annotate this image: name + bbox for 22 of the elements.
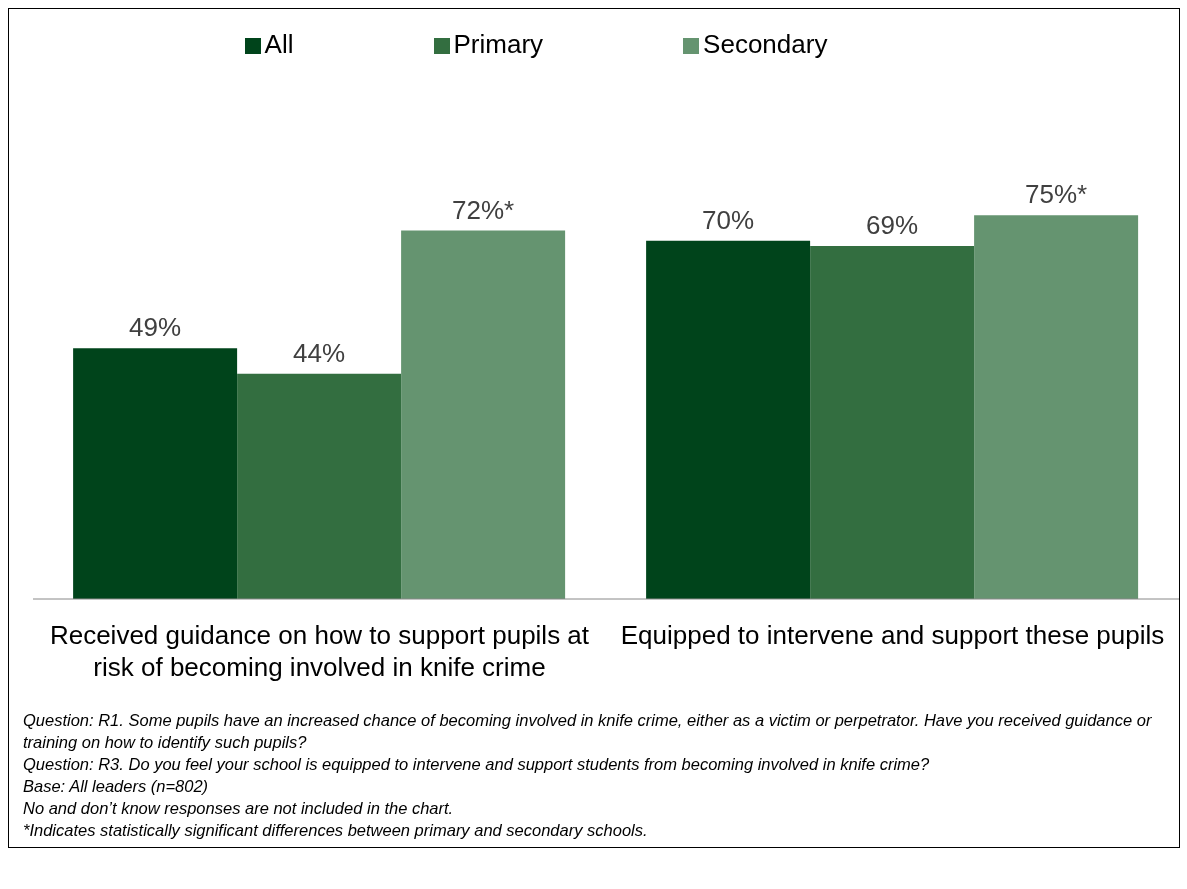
legend-label: All xyxy=(264,29,294,59)
text: No and don’t know responses are not included in the chart. xyxy=(23,798,455,819)
data-label: 49% xyxy=(129,312,182,343)
text: Question: R1. Some pupils have an increased chance of becoming involved in knife crime, either as a victim or perpetrator. Have you received guidance or training on how to identify such pupils? xyxy=(23,710,1153,753)
bar xyxy=(73,348,238,599)
bar xyxy=(810,245,975,599)
bar xyxy=(646,240,811,599)
data-label: 70% xyxy=(702,204,755,235)
bar xyxy=(401,230,566,599)
x-tick-label: Received guidance on how to support pupils at risk of becoming involved in knife crime xyxy=(48,619,591,683)
text: Question: R3. Do you feel your school is equipped to intervene and support students from becoming involved in knife crime? xyxy=(23,754,931,775)
text: *Indicates statistically significant differences between primary and secondary schools. xyxy=(23,820,649,841)
text: Base: All leaders (n=802) xyxy=(23,776,210,797)
bar xyxy=(974,215,1139,599)
data-label: 44% xyxy=(293,337,346,368)
bar xyxy=(237,373,402,599)
data-label: 75%* xyxy=(1025,179,1088,210)
legend-label: Secondary xyxy=(703,29,828,59)
data-label: 72%* xyxy=(452,194,515,225)
legend-label: Primary xyxy=(453,29,544,59)
data-label: 69% xyxy=(866,209,919,240)
x-tick-label: Equipped to intervene and support these pupils xyxy=(619,619,1166,651)
